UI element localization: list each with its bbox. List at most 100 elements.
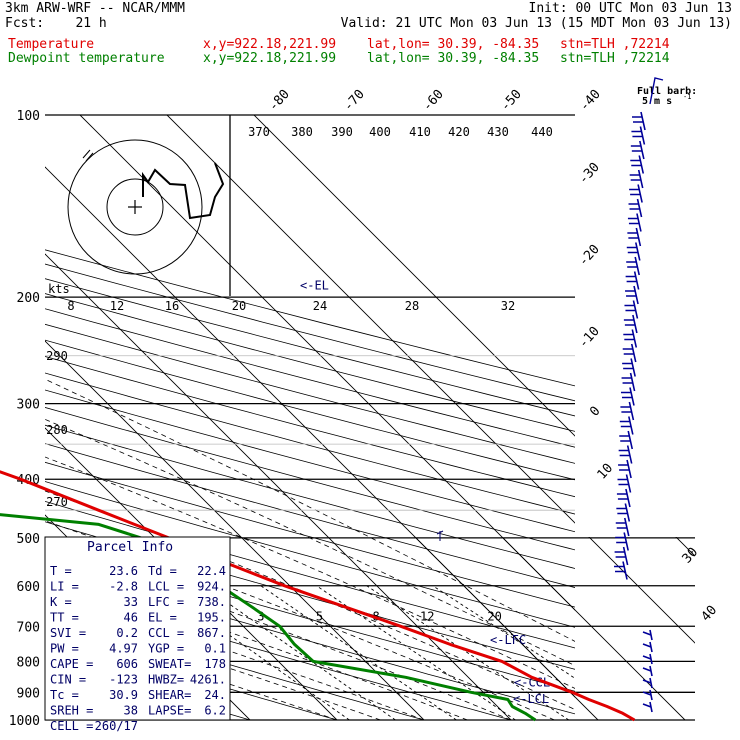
theta-label: 420: [448, 125, 470, 139]
moist-adiabat-line: [45, 418, 575, 667]
pressure-tick-label: 100: [17, 109, 40, 124]
isotherm-label: -20: [576, 242, 603, 269]
parcel-info-value: -2.8: [109, 580, 138, 594]
isotherm-line: [45, 253, 512, 720]
wind-barb: [642, 665, 653, 677]
pressure-tick-label: 1000: [9, 714, 40, 729]
parcel-info-key: SWEAT=: [148, 657, 191, 671]
mixing-ratio-label: 3: [257, 609, 264, 623]
moist-adiabat-line: [45, 589, 425, 720]
annotation-el: <-EL: [300, 278, 329, 292]
mixing-ratio-line: [202, 585, 396, 720]
isotherm-label: -60: [420, 87, 447, 114]
isotherm-label: -50: [498, 87, 525, 114]
isotherm-line: [588, 537, 695, 644]
isotherm-label: -80: [266, 87, 293, 114]
dewpoint-legend-xy: x,y=922.18,221.99: [203, 51, 337, 66]
parcel-info-value: 606: [116, 657, 138, 671]
full-barb-sample: [649, 77, 664, 105]
wind-barb: [642, 629, 653, 641]
isotherm-line: [428, 115, 740, 720]
isotherm-line: [45, 340, 425, 720]
isotherm-line: [45, 427, 338, 720]
full-barb-value: 5 m s: [642, 96, 672, 107]
wind-barb: [623, 314, 638, 334]
wind-barb: [624, 300, 639, 319]
parcel-info-value: 924.: [197, 580, 226, 594]
wind-barb: [622, 343, 637, 363]
mixing-ratio-line: [260, 585, 457, 720]
full-barb-title: Full barb:: [637, 86, 697, 97]
dry-adiabat-line: [45, 500, 575, 649]
dry-adiabat-line: [45, 443, 575, 588]
parcel-info-value: 23.6: [109, 564, 138, 578]
wind-barb: [618, 459, 632, 479]
wind-barb: [642, 701, 653, 713]
isotherm-label: 40: [699, 603, 721, 625]
wind-barb: [627, 227, 642, 247]
temperature-legend-station: stn=TLH ,72214: [560, 37, 670, 52]
wind-barb: [616, 503, 631, 522]
isotherm-line: [253, 115, 575, 437]
moist-adiabat-line: [45, 378, 575, 642]
wind-barb: [628, 198, 643, 218]
isotherm-label: -10: [576, 324, 603, 351]
wind-barb: [642, 653, 653, 665]
parcel-info-value: 6.2: [204, 704, 226, 718]
parcel-info-key: SVI =: [50, 626, 86, 640]
temperature-legend-latlon: lat,lon= 30.39, -84.35: [367, 37, 540, 52]
mixing-ratio-line: [366, 585, 570, 720]
dry-adiabat-line: [45, 563, 575, 715]
hodograph-speed-label: 8: [67, 299, 74, 313]
wind-barb: [616, 488, 631, 508]
isotherm-label: 30: [680, 545, 702, 567]
hodograph-speed-label: 16: [165, 299, 179, 313]
theta-label: 290: [46, 349, 68, 363]
wind-barb: [625, 285, 639, 305]
parcel-info-key: LFC =: [148, 595, 184, 609]
hodograph-ring-mark: [82, 149, 94, 162]
annotation-ccl: <-CCL: [514, 676, 550, 690]
isotherm-label: -40: [577, 87, 604, 114]
wind-barb: [620, 401, 635, 421]
dewpoint-legend-station: stn=TLH ,72214: [560, 51, 670, 66]
parcel-info-value: 738.: [197, 595, 226, 609]
full-barb-exponent: -1: [683, 93, 691, 101]
dry-adiabat-line: [45, 461, 575, 608]
parcel-info-key: CAPE =: [50, 657, 93, 671]
pressure-tick-label: 300: [17, 398, 40, 413]
wind-barb: [631, 126, 646, 145]
valid-time: Valid: 21 UTC Mon 03 Jun 13 (15 MDT Mon …: [340, 16, 732, 31]
dry-adiabat-line: [45, 609, 425, 720]
hodograph-speed-label: 24: [313, 299, 327, 313]
pressure-tick-label: 900: [17, 686, 40, 701]
wind-barb: [621, 372, 636, 392]
theta-label: 410: [409, 125, 431, 139]
dewpoint-legend-label: Dewpoint temperature: [8, 51, 165, 66]
dry-adiabat-line: [45, 586, 512, 720]
parcel-info-key: CELL =: [50, 719, 93, 733]
parcel-info-key: SREH =: [50, 704, 93, 718]
init-time: Init: 00 UTC Mon 03 Jun 13: [528, 1, 733, 16]
moist-adiabat-line: [45, 546, 512, 720]
dry-adiabat-line: [45, 481, 575, 628]
parcel-info-value: 38: [124, 704, 138, 718]
parcel-info-key: LI =: [50, 580, 79, 594]
hodograph-speed-label: 20: [232, 299, 246, 313]
isotherm-line: [166, 115, 575, 524]
parcel-info-key: YGP =: [148, 642, 184, 656]
parcel-info-key: K =: [50, 595, 72, 609]
annotation-lcl: <-LCL: [513, 692, 549, 706]
temperature-legend-xy: x,y=922.18,221.99: [203, 37, 337, 52]
isotherm-label: 10: [595, 461, 617, 483]
parcel-info-value: 24.: [204, 688, 226, 702]
isotherm-label: -70: [341, 87, 368, 114]
grid-lower: [414, 115, 740, 720]
wind-barb: [622, 358, 636, 377]
parcel-info-value: 4.97: [109, 642, 138, 656]
mixing-ratio-label: 20: [487, 609, 501, 623]
theta-label: 390: [331, 125, 353, 139]
parcel-info-key: CCL =: [148, 626, 184, 640]
isotherm-line: [79, 115, 575, 611]
